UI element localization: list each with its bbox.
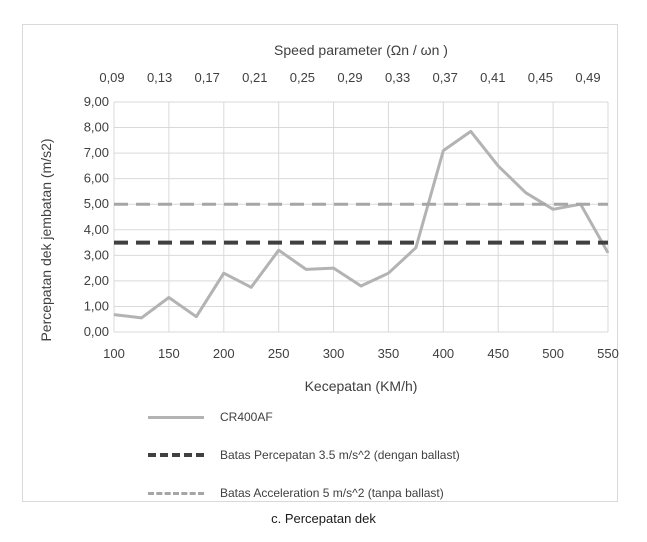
secondary-x-tick-labels: 0,09 0,13 0,17 0,21 0,25 0,29 0,33 0,37 0,41 0,45… bbox=[99, 70, 600, 85]
legend-swatch-dashed-light bbox=[148, 491, 204, 495]
y-tick-label: 7,00 bbox=[84, 145, 109, 160]
secondary-x-tick-label: 0,37 bbox=[433, 70, 458, 85]
secondary-x-tick-label: 0,29 bbox=[337, 70, 362, 85]
x-tick-label: 150 bbox=[158, 346, 180, 361]
x-tick-label: 550 bbox=[597, 346, 619, 361]
x-tick-label: 300 bbox=[323, 346, 345, 361]
line-chart: 0,00 1,00 2,00 3,00 4,00 5,00 6,00 7,00 8,00 9,00… bbox=[38, 42, 619, 394]
legend-item: CR400AF bbox=[148, 398, 460, 436]
secondary-x-tick-label: 0,17 bbox=[195, 70, 220, 85]
series-line-1 bbox=[113, 129, 610, 320]
y-tick-label: 4,00 bbox=[84, 222, 109, 237]
secondary-x-tick-label: 0,49 bbox=[575, 70, 600, 85]
x-tick-label: 350 bbox=[378, 346, 400, 361]
x-tick-label: 450 bbox=[487, 346, 509, 361]
y-tick-label: 2,00 bbox=[84, 273, 109, 288]
x-tick-label: 100 bbox=[103, 346, 125, 361]
y-tick-label: 5,00 bbox=[84, 196, 109, 211]
secondary-x-tick-label: 0,09 bbox=[99, 70, 124, 85]
legend-label: Batas Percepatan 3.5 m/s^2 (dengan balla… bbox=[220, 448, 460, 462]
y-tick-label: 3,00 bbox=[84, 247, 109, 262]
x-tick-label: 200 bbox=[213, 346, 235, 361]
y-tick-label: 8,00 bbox=[84, 120, 109, 135]
secondary-x-tick-label: 0,21 bbox=[242, 70, 267, 85]
figure-caption: c. Percepatan dek bbox=[271, 511, 376, 526]
secondary-x-axis-label: Speed parameter (Ωn / ωn ) bbox=[274, 42, 448, 58]
secondary-x-tick-label: 0,13 bbox=[147, 70, 172, 85]
secondary-x-tick-label: 0,45 bbox=[528, 70, 553, 85]
y-tick-label: 1,00 bbox=[84, 298, 109, 313]
series-layer bbox=[113, 129, 610, 320]
legend-label: CR400AF bbox=[220, 410, 273, 424]
y-tick-label: 0,00 bbox=[84, 324, 109, 339]
x-axis-label: Kecepatan (KM/h) bbox=[305, 378, 418, 394]
x-tick-labels: 100 150 200 250 300 350 400 450 500 550 bbox=[103, 346, 619, 361]
legend-swatch-solid bbox=[148, 415, 204, 419]
chart-frame bbox=[22, 24, 618, 502]
x-tick-label: 400 bbox=[432, 346, 454, 361]
legend-label: Batas Acceleration 5 m/s^2 (tanpa ballas… bbox=[220, 486, 444, 500]
x-tick-label: 500 bbox=[542, 346, 564, 361]
y-tick-labels: 0,00 1,00 2,00 3,00 4,00 5,00 6,00 7,00 8,00 9,00 bbox=[84, 94, 109, 339]
legend: CR400AF Batas Percepatan 3.5 m/s^2 (deng… bbox=[148, 398, 460, 512]
secondary-x-tick-label: 0,41 bbox=[480, 70, 505, 85]
secondary-x-tick-label: 0,33 bbox=[385, 70, 410, 85]
grid bbox=[113, 101, 609, 333]
y-tick-label: 6,00 bbox=[84, 171, 109, 186]
secondary-x-tick-label: 0,25 bbox=[290, 70, 315, 85]
y-tick-label: 9,00 bbox=[84, 94, 109, 109]
legend-swatch-dashed-dark bbox=[148, 453, 204, 457]
x-tick-label: 250 bbox=[268, 346, 290, 361]
legend-item: Batas Acceleration 5 m/s^2 (tanpa ballas… bbox=[148, 474, 460, 512]
legend-item: Batas Percepatan 3.5 m/s^2 (dengan balla… bbox=[148, 436, 460, 474]
y-axis-label: Percepatan dek jembatan (m/s2) bbox=[38, 138, 54, 341]
